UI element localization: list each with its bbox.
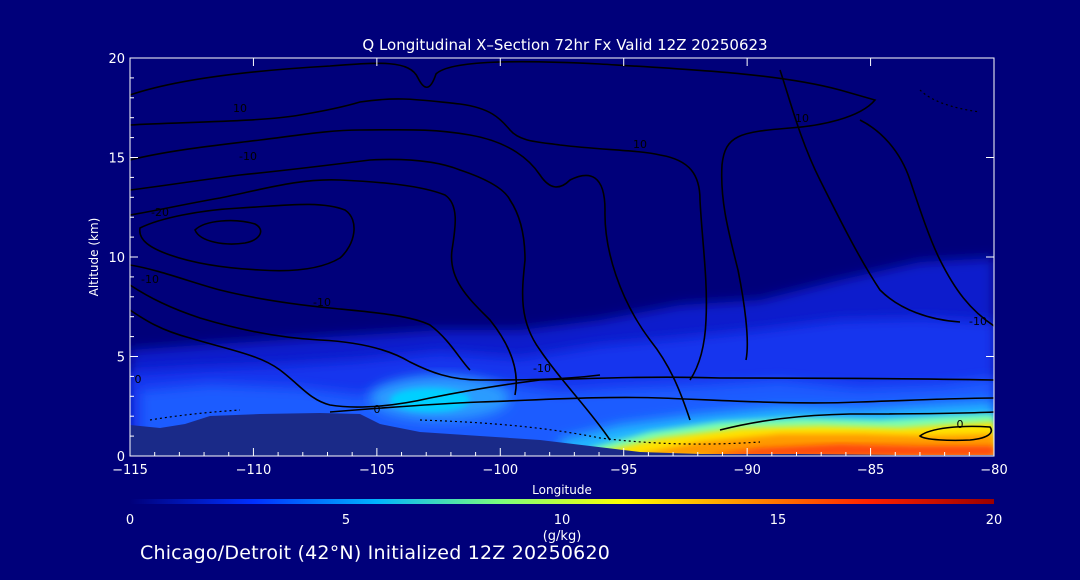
x-tick-label: −80 [980, 463, 1007, 478]
colorbar-tick-label: 5 [342, 513, 350, 528]
colorbar-tick-label: 20 [986, 513, 1003, 528]
contour-line [859, 119, 994, 327]
y-tick-label: 5 [117, 351, 125, 366]
contour-line [130, 309, 994, 408]
contour-label: -20 [151, 206, 169, 219]
contour-label: -10 [533, 362, 551, 375]
contour-label: -10 [239, 150, 257, 163]
contour-line [918, 425, 993, 442]
x-axis-label: Longitude [532, 483, 592, 497]
colorbar-bar [130, 499, 994, 504]
contour-label: -10 [313, 296, 331, 309]
contour-line [194, 219, 262, 245]
footer-caption: Chicago/Detroit (42°N) Initialized 12Z 2… [140, 542, 611, 564]
contour-line [130, 98, 708, 381]
contour-line [130, 284, 601, 381]
colorbar-tick-label: 10 [554, 513, 571, 528]
moisture-field [130, 258, 994, 456]
x-tick-label: −115 [112, 463, 148, 478]
contour-label: 0 [957, 418, 964, 431]
colorbar-tick-label: 0 [126, 513, 134, 528]
x-tick-label: −110 [236, 463, 272, 478]
contour-line-dotted [419, 419, 761, 445]
x-tick-label: −95 [610, 463, 637, 478]
terrain [130, 413, 994, 456]
y-tick-label: 20 [108, 52, 125, 67]
contour-line [139, 203, 355, 272]
colorbar: 0 5 10 15 20 (g/kg) [126, 499, 1002, 544]
contour-label: 10 [633, 138, 647, 151]
colorbar-ticks: 0 5 10 15 20 [126, 513, 1002, 528]
y-tick-label: 0 [117, 450, 125, 465]
chart-title: Q Longitudinal X–Section 72hr Fx Valid 1… [362, 36, 767, 54]
contour-line [130, 128, 691, 421]
contour-label: 0 [374, 403, 381, 416]
contour-label: -10 [969, 315, 987, 328]
moisture-bubble-west-core [390, 388, 470, 412]
contour-line [719, 411, 994, 431]
contour-label: 0 [135, 373, 142, 386]
contour-line [130, 158, 611, 441]
x-tick-label: −105 [359, 463, 395, 478]
contour-line [329, 396, 994, 413]
contour-line [779, 69, 961, 323]
contour-line [130, 178, 518, 396]
contour-line [130, 264, 471, 371]
contour-label: 10 [233, 102, 247, 115]
moisture-band-red [700, 444, 994, 456]
contour-label: 10 [795, 112, 809, 125]
contour-lines [130, 60, 994, 445]
colorbar-tick-label: 15 [770, 513, 787, 528]
x-tick-label: −100 [482, 463, 518, 478]
x-tick-label: −85 [857, 463, 884, 478]
contour-line [130, 60, 877, 361]
plot-area: 10 -10 -20 -10 0 10 -10 0 -10 -10 10 0 [129, 57, 995, 457]
x-tick-label: −90 [733, 463, 760, 478]
y-tick-label: 10 [108, 251, 125, 266]
x-axis: −115 −110 −105 −100 −95 −90 −85 −80 [112, 58, 1008, 478]
contour-labels: 10 -10 -20 -10 0 10 -10 0 -10 -10 10 0 [135, 102, 987, 431]
y-tick-label: 15 [108, 152, 125, 167]
colorbar-unit-label: (g/kg) [543, 529, 582, 544]
contour-line-dotted [919, 89, 981, 113]
contour-label: -10 [141, 273, 159, 286]
contour-line-dotted [149, 409, 241, 421]
y-axis-label: Altitude (km) [87, 218, 101, 297]
